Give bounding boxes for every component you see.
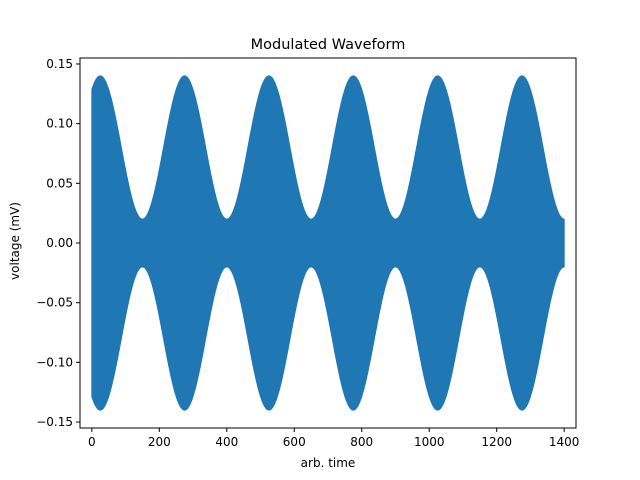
y-tick-label: 0.00 bbox=[46, 236, 73, 250]
x-tick-label: 200 bbox=[148, 435, 171, 449]
series-layer bbox=[91, 75, 565, 411]
y-axis: 0.15 0.10 0.05 0.00 −0.05 −0.10 −0.15 bbox=[36, 57, 80, 429]
y-tick-label: 0.05 bbox=[46, 176, 73, 190]
y-tick-label: 0.15 bbox=[46, 57, 73, 71]
chart-title: Modulated Waveform bbox=[251, 37, 406, 53]
x-axis: 0 200 400 600 800 1000 1200 1400 bbox=[88, 428, 579, 449]
x-tick-label: 400 bbox=[215, 435, 238, 449]
y-tick-label: −0.10 bbox=[36, 355, 73, 369]
y-axis-label: voltage (mV) bbox=[8, 202, 22, 280]
y-tick-label: 0.10 bbox=[46, 117, 73, 131]
x-axis-label: arb. time bbox=[301, 456, 356, 470]
x-tick-label: 800 bbox=[350, 435, 373, 449]
x-tick-label: 0 bbox=[88, 435, 96, 449]
x-tick-label: 1000 bbox=[414, 435, 445, 449]
x-tick-label: 600 bbox=[283, 435, 306, 449]
y-tick-label: −0.05 bbox=[36, 296, 73, 310]
y-tick-label: −0.15 bbox=[36, 415, 73, 429]
x-tick-label: 1400 bbox=[549, 435, 580, 449]
series-envelope-area bbox=[91, 75, 565, 411]
x-tick-label: 1200 bbox=[481, 435, 512, 449]
